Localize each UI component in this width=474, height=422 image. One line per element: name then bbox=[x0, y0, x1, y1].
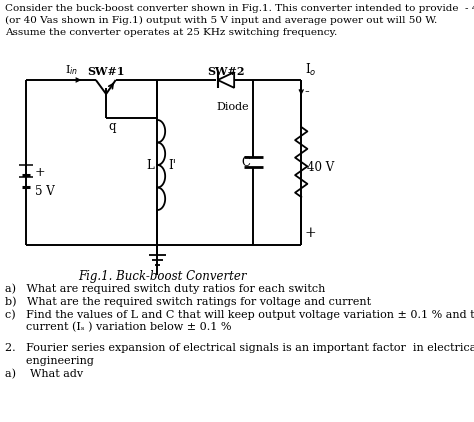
Text: +: + bbox=[35, 165, 46, 179]
Text: current (Iₛ ) variation below ± 0.1 %: current (Iₛ ) variation below ± 0.1 % bbox=[6, 322, 232, 332]
Text: L: L bbox=[146, 159, 154, 171]
Text: engineering: engineering bbox=[6, 356, 94, 366]
Text: Consider the buck-boost converter shown in Fig.1. This converter intended to pro: Consider the buck-boost converter shown … bbox=[6, 4, 474, 38]
Text: c)   Find the values of L and C that will keep output voltage variation ± 0.1 % : c) Find the values of L and C that will … bbox=[6, 309, 474, 319]
Text: 5 V: 5 V bbox=[35, 185, 55, 198]
Text: +: + bbox=[305, 226, 316, 240]
Text: C: C bbox=[241, 155, 250, 168]
Text: I$_o$: I$_o$ bbox=[305, 62, 317, 78]
Text: 40 V: 40 V bbox=[307, 160, 334, 173]
Text: a)    What adv: a) What adv bbox=[6, 369, 83, 379]
Text: Diode: Diode bbox=[217, 102, 249, 112]
Text: a)   What are required switch duty ratios for each switch: a) What are required switch duty ratios … bbox=[6, 283, 326, 294]
Text: Fig.1. Buck-boost Converter: Fig.1. Buck-boost Converter bbox=[78, 270, 246, 283]
Text: SW#2: SW#2 bbox=[207, 66, 245, 77]
Text: b)   What are the required switch ratings for voltage and current: b) What are the required switch ratings … bbox=[6, 296, 372, 306]
Text: 2.   Fourier series expansion of electrical signals is an important factor  in e: 2. Fourier series expansion of electrica… bbox=[6, 343, 474, 353]
Text: I': I' bbox=[168, 159, 176, 171]
Text: -: - bbox=[305, 85, 310, 99]
Text: SW#1: SW#1 bbox=[87, 66, 125, 77]
Text: q: q bbox=[108, 120, 116, 133]
Text: I$_{in}$: I$_{in}$ bbox=[65, 63, 78, 77]
